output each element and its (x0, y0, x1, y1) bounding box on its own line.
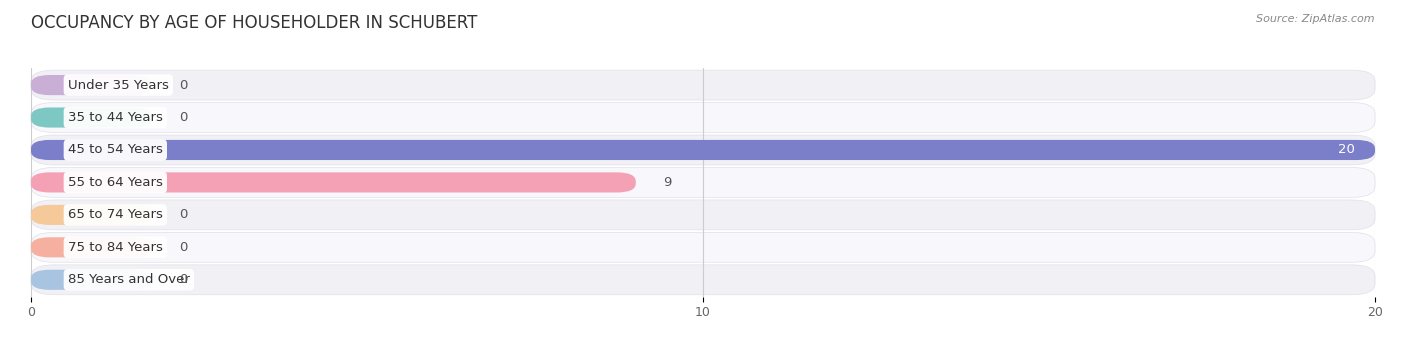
Text: 35 to 44 Years: 35 to 44 Years (67, 111, 163, 124)
FancyBboxPatch shape (31, 233, 1375, 262)
Text: 9: 9 (662, 176, 671, 189)
Text: 65 to 74 Years: 65 to 74 Years (67, 208, 163, 221)
Text: 75 to 84 Years: 75 to 84 Years (67, 241, 163, 254)
Text: 45 to 54 Years: 45 to 54 Years (67, 144, 163, 157)
FancyBboxPatch shape (31, 270, 152, 290)
Text: 0: 0 (179, 273, 187, 286)
FancyBboxPatch shape (31, 140, 1375, 160)
FancyBboxPatch shape (31, 200, 1375, 230)
Text: 0: 0 (179, 78, 187, 92)
Text: 0: 0 (179, 208, 187, 221)
Text: 0: 0 (179, 241, 187, 254)
Text: Source: ZipAtlas.com: Source: ZipAtlas.com (1257, 14, 1375, 24)
FancyBboxPatch shape (31, 172, 636, 193)
FancyBboxPatch shape (31, 70, 1375, 100)
FancyBboxPatch shape (31, 107, 152, 128)
FancyBboxPatch shape (31, 205, 152, 225)
Text: Under 35 Years: Under 35 Years (67, 78, 169, 92)
FancyBboxPatch shape (31, 103, 1375, 132)
FancyBboxPatch shape (31, 237, 152, 257)
Text: 20: 20 (1339, 144, 1355, 157)
Text: 55 to 64 Years: 55 to 64 Years (67, 176, 163, 189)
FancyBboxPatch shape (31, 135, 1375, 165)
FancyBboxPatch shape (31, 75, 152, 95)
Text: 0: 0 (179, 111, 187, 124)
FancyBboxPatch shape (31, 167, 1375, 197)
FancyBboxPatch shape (31, 265, 1375, 295)
Text: 85 Years and Over: 85 Years and Over (67, 273, 190, 286)
Text: OCCUPANCY BY AGE OF HOUSEHOLDER IN SCHUBERT: OCCUPANCY BY AGE OF HOUSEHOLDER IN SCHUB… (31, 14, 477, 32)
